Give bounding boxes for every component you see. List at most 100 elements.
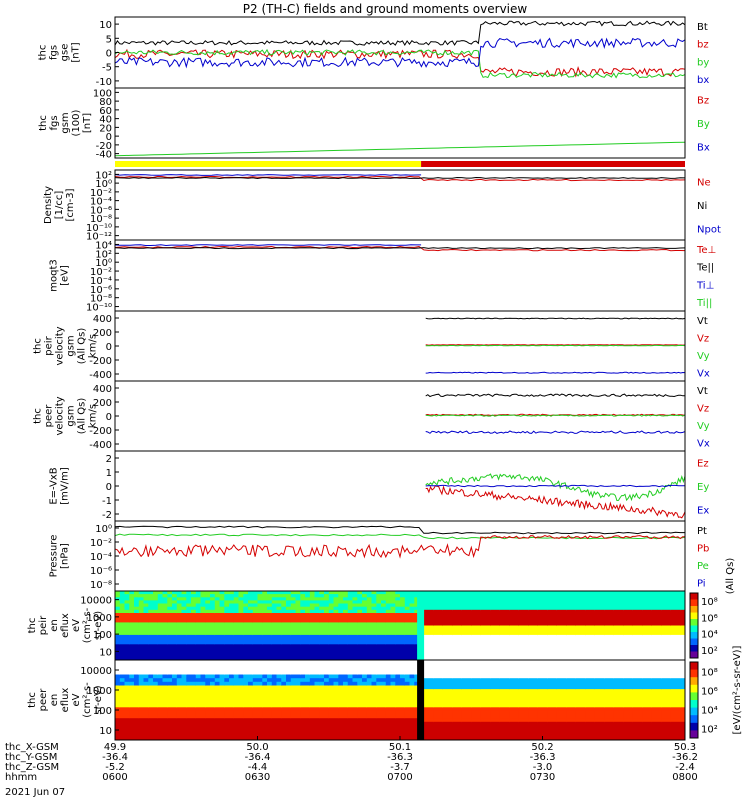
- heatmap-cell: [600, 629, 605, 633]
- heatmap-cell: [234, 671, 239, 675]
- heatmap-cell: [239, 604, 244, 608]
- heatmap-cell: [462, 722, 467, 726]
- heatmap-cell: [505, 604, 510, 608]
- heatmap-cell: [115, 610, 120, 614]
- heatmap-cell: [191, 696, 196, 700]
- heatmap-cell: [315, 667, 320, 671]
- heatmap-cell: [448, 733, 453, 737]
- heatmap-cell: [386, 644, 391, 648]
- heatmap-cell: [239, 682, 244, 686]
- legend-Te||: Te||: [696, 263, 714, 274]
- legend-Vt: Vt: [697, 386, 708, 397]
- heatmap-cell: [324, 644, 329, 648]
- heatmap-cell: [509, 689, 514, 693]
- heatmap-cell: [234, 729, 239, 733]
- heatmap-cell: [324, 704, 329, 708]
- heatmap-cell: [248, 604, 253, 608]
- heatmap-cell: [429, 696, 434, 700]
- heatmap-cell: [277, 700, 282, 704]
- heatmap-cell: [438, 693, 443, 697]
- heatmap-cell: [300, 678, 305, 682]
- heatmap-cell: [315, 733, 320, 737]
- heatmap-cell: [562, 722, 567, 726]
- heatmap-cell: [509, 664, 514, 668]
- heatmap-cell: [248, 689, 253, 693]
- heatmap-cell: [120, 700, 125, 704]
- heatmap-cell: [519, 689, 524, 693]
- heatmap-cell: [471, 729, 476, 733]
- heatmap-cell: [129, 682, 134, 686]
- heatmap-cell: [205, 707, 210, 711]
- heatmap-cell: [353, 726, 358, 730]
- heatmap-cell: [139, 604, 144, 608]
- heatmap-cell: [134, 696, 139, 700]
- heatmap-cell: [324, 718, 329, 722]
- heatmap-cell: [376, 654, 381, 658]
- heatmap-cell: [562, 693, 567, 697]
- heatmap-cell: [177, 718, 182, 722]
- heatmap-cell: [372, 707, 377, 711]
- heatmap-cell: [182, 667, 187, 671]
- heatmap-cell: [353, 644, 358, 648]
- heatmap-cell: [528, 638, 533, 642]
- heatmap-cell: [334, 704, 339, 708]
- heatmap-cell: [405, 715, 410, 719]
- heatmap-cell: [196, 638, 201, 642]
- heatmap-cell: [533, 686, 538, 690]
- heatmap-cell: [452, 654, 457, 658]
- heatmap-cell: [272, 729, 277, 733]
- heatmap-cell: [495, 707, 500, 711]
- heatmap-cell: [547, 594, 552, 598]
- heatmap-cell: [471, 675, 476, 679]
- heatmap-cell: [243, 722, 248, 726]
- heatmap-cell: [514, 675, 519, 679]
- heatmap-cell: [239, 729, 244, 733]
- heatmap-cell: [163, 644, 168, 648]
- heatmap-cell: [566, 638, 571, 642]
- heatmap-cell: [281, 644, 286, 648]
- heatmap-cell: [172, 693, 177, 697]
- heatmap-cell: [191, 671, 196, 675]
- heatmap-cell: [220, 660, 225, 664]
- heatmap-cell: [400, 722, 405, 726]
- heatmap-cell: [300, 704, 305, 708]
- heatmap-cell: [633, 619, 638, 623]
- heatmap-cell: [481, 733, 486, 737]
- heatmap-cell: [296, 729, 301, 733]
- heatmap-cell: [433, 704, 438, 708]
- heatmap-cell: [334, 629, 339, 633]
- heatmap-cell: [566, 675, 571, 679]
- heatmap-cell: [424, 686, 429, 690]
- heatmap-cell: [623, 644, 628, 648]
- heatmap-cell: [362, 629, 367, 633]
- heatmap-cell: [362, 664, 367, 668]
- heatmap-cell: [315, 675, 320, 679]
- heatmap-cell: [272, 667, 277, 671]
- heatmap-cell: [158, 686, 163, 690]
- heatmap-cell: [172, 682, 177, 686]
- heatmap-cell: [452, 707, 457, 711]
- heatmap-cell: [310, 733, 315, 737]
- heatmap-cell: [205, 700, 210, 704]
- heatmap-cell: [533, 700, 538, 704]
- heatmap-cell: [338, 689, 343, 693]
- heatmap-cell: [424, 610, 429, 614]
- heatmap-cell: [115, 660, 120, 664]
- heatmap-cell: [343, 726, 348, 730]
- heatmap-cell: [581, 638, 586, 642]
- heatmap-cell: [462, 696, 467, 700]
- heatmap-cell: [205, 644, 210, 648]
- heatmap-cell: [158, 664, 163, 668]
- heatmap-cell: [319, 682, 324, 686]
- heatmap-cell: [267, 689, 272, 693]
- heatmap-cell: [296, 644, 301, 648]
- y-tick-label: 0: [106, 342, 112, 353]
- heatmap-cell: [177, 667, 182, 671]
- heatmap-cell: [481, 700, 486, 704]
- legend-Vy: Vy: [697, 421, 710, 432]
- heatmap-cell: [115, 693, 120, 697]
- heatmap-cell: [604, 610, 609, 614]
- heatmap-cell: [210, 715, 215, 719]
- heatmap-cell: [438, 594, 443, 598]
- heatmap-cell: [305, 689, 310, 693]
